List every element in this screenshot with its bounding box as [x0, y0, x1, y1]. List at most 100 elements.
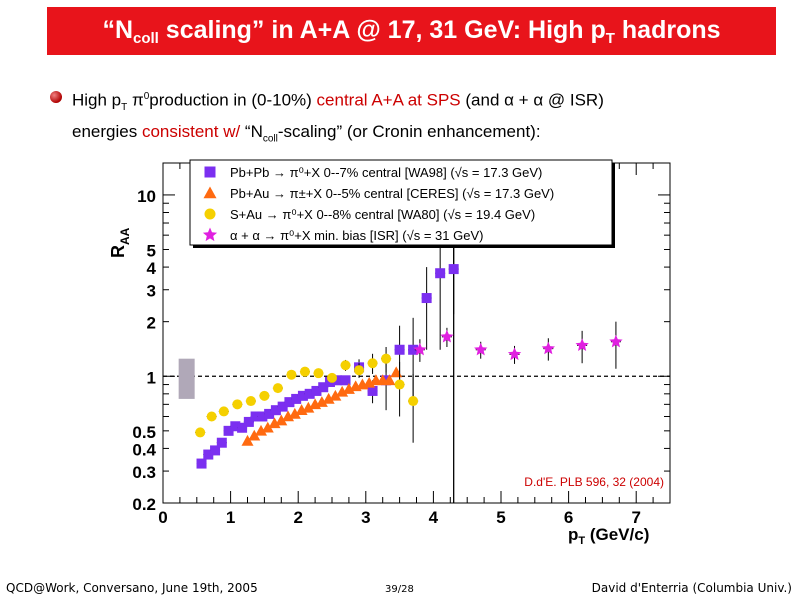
x-tick-label: 5	[496, 508, 505, 527]
data-point	[435, 268, 446, 279]
data-point	[206, 411, 217, 422]
data-point	[367, 385, 378, 396]
data-point	[304, 388, 315, 399]
bullet-part: High p	[72, 90, 122, 110]
data-point	[272, 383, 283, 394]
data-point	[302, 401, 315, 413]
title-part: scaling” in A+A @ 17, 31 GeV: High p	[158, 16, 606, 44]
bullet-highlight: central A+A at SPS	[316, 90, 461, 110]
y-tick-label: 0.4	[132, 440, 156, 459]
data-point	[245, 396, 256, 407]
legend-marker	[202, 227, 218, 242]
data-point	[232, 399, 243, 410]
data-point	[250, 411, 261, 422]
data-point	[507, 347, 522, 361]
y-tick-label: 0.5	[132, 423, 156, 442]
data-point	[381, 375, 392, 386]
legend-marker	[203, 186, 217, 199]
data-point	[331, 375, 342, 386]
bullet-point: High pT π0production in (0-10%) central …	[50, 85, 770, 151]
slide-title: “Ncoll scaling” in A+A @ 17, 31 GeV: Hig…	[47, 7, 776, 55]
bullet-part: -scaling” (or Cronin enhancement):	[277, 122, 541, 142]
data-point	[216, 437, 227, 448]
data-point	[261, 421, 274, 433]
data-point	[448, 264, 459, 275]
data-point	[275, 414, 288, 426]
legend-entry: α + α → π⁰+X min. bias [ISR] (√s = 31 Ge…	[230, 228, 483, 243]
data-point	[327, 372, 337, 383]
legend-entry: Pb+Au → π±+X 0--5% central [CERES] (√s =…	[230, 186, 554, 201]
data-point	[248, 429, 261, 441]
data-point	[609, 334, 623, 348]
data-point	[313, 368, 324, 379]
data-point	[196, 458, 207, 469]
data-point	[367, 358, 378, 369]
data-point	[277, 401, 288, 412]
reference-annotation: D.d'E. PLB 596, 32 (2004)	[524, 475, 664, 489]
legend-marker	[204, 208, 216, 220]
x-tick-label: 2	[293, 508, 302, 527]
data-point	[390, 366, 403, 378]
bullet-sub: coll	[262, 133, 278, 145]
data-point	[440, 329, 454, 343]
data-point	[342, 383, 355, 394]
data-point	[230, 421, 241, 432]
data-point	[286, 369, 297, 380]
data-point	[237, 422, 248, 433]
data-point	[257, 411, 268, 422]
data-point	[381, 353, 392, 364]
data-point	[340, 375, 351, 386]
x-tick-label: 0	[158, 508, 167, 527]
footer-page-number: 39/28	[385, 584, 414, 595]
bullet-part: (and α + α @ ISR)	[460, 90, 604, 110]
data-point	[270, 405, 281, 416]
data-point	[354, 365, 365, 376]
systematic-uncertainty-box	[178, 358, 195, 399]
x-tick-label: 1	[226, 508, 235, 527]
y-tick-label: 3	[147, 282, 156, 301]
data-point	[243, 416, 254, 427]
title-part: “N	[102, 16, 133, 44]
data-point	[291, 393, 302, 404]
data-point	[264, 408, 275, 419]
bullet-part: π	[127, 90, 144, 110]
footer-author: David d'Enterria (Columbia Univ.)	[591, 581, 792, 595]
data-point	[474, 342, 488, 356]
data-point	[322, 392, 335, 404]
bullet-part: “N	[240, 122, 263, 142]
legend-entry: Pb+Pb → π⁰+X 0--7% central [WA98] (√s = …	[230, 165, 542, 180]
x-tick-label: 4	[429, 508, 439, 527]
title-sub: coll	[133, 30, 159, 47]
data-point	[541, 341, 555, 355]
legend-marker	[204, 166, 216, 178]
data-point	[421, 293, 432, 304]
bullet-text: High pT π0production in (0-10%) central …	[50, 85, 770, 151]
y-tick-label: 0.3	[132, 463, 156, 482]
bullet-highlight: consistent w/	[141, 122, 241, 142]
data-point	[408, 396, 419, 407]
x-tick-label: 6	[564, 508, 573, 527]
data-point	[408, 344, 419, 355]
y-tick-label: 1	[147, 368, 156, 387]
data-point	[575, 338, 589, 351]
data-point	[288, 407, 301, 419]
data-point	[259, 390, 270, 401]
y-tick-label: 0.2	[132, 495, 156, 514]
data-point	[340, 360, 351, 371]
title-sub: T	[605, 30, 615, 47]
data-point	[255, 424, 268, 436]
data-point	[297, 390, 308, 401]
data-point	[336, 385, 349, 397]
data-point	[315, 396, 328, 407]
data-point	[284, 397, 295, 408]
data-point	[311, 385, 322, 396]
footer-conference: QCD@Work, Conversano, June 19th, 2005	[6, 581, 258, 595]
x-axis-title: pT (GeV/c)	[568, 525, 649, 547]
bullet-part: production in (0-10%)	[149, 90, 317, 110]
data-point	[318, 382, 329, 393]
y-tick-label: 2	[147, 314, 156, 333]
data-point	[223, 425, 234, 436]
data-point	[394, 379, 405, 390]
y-tick-label: 5	[147, 242, 156, 261]
